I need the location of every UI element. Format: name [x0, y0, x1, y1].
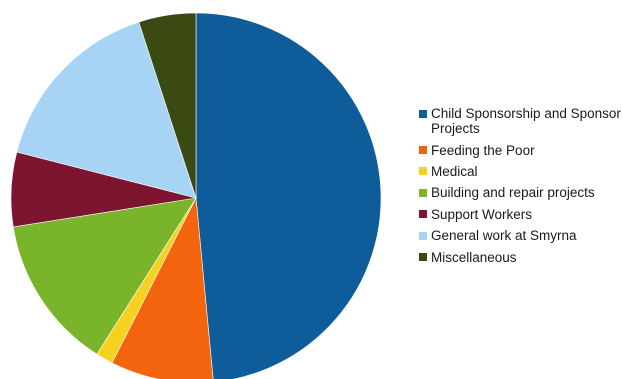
legend-swatch-4 [419, 210, 427, 219]
legend-label-2: Medical [431, 163, 478, 179]
legend-swatch-3 [419, 188, 427, 197]
legend-entry-5: General work at Smyrna [419, 228, 621, 243]
legend-label-3: Building and repair projects [431, 185, 595, 201]
pie-slice-1 [111, 196, 214, 379]
legend-swatch-6 [419, 253, 427, 262]
pie-slice-6 [138, 12, 197, 199]
legend-swatch-0 [419, 109, 427, 118]
legend-swatch-2 [419, 167, 427, 176]
legend-label-4: Support Workers [431, 206, 533, 222]
legend: Child Sponsorship and Sponsor Projects Fe… [419, 106, 621, 271]
legend-swatch-1 [419, 146, 427, 155]
legend-swatch-5 [419, 231, 427, 240]
legend-label-1: Feeding the Poor [431, 142, 535, 158]
legend-entry-3: Building and repair projects [419, 185, 621, 200]
pie-slice-0 [195, 12, 382, 379]
legend-label-5: General work at Smyrna [431, 228, 577, 244]
legend-entry-2: Medical [419, 164, 621, 179]
legend-entry-0: Child Sponsorship and Sponsor Projects [419, 106, 621, 136]
legend-entry-4: Support Workers [419, 207, 621, 222]
legend-entry-6: Miscellaneous [419, 250, 621, 265]
pie-slice-3 [12, 197, 197, 355]
pie-slice-5 [16, 21, 197, 199]
legend-label-0: Child Sponsorship and Sponsor Projects [431, 106, 621, 137]
legend-entry-1: Feeding the Poor [419, 143, 621, 158]
legend-label-6: Miscellaneous [431, 249, 517, 265]
